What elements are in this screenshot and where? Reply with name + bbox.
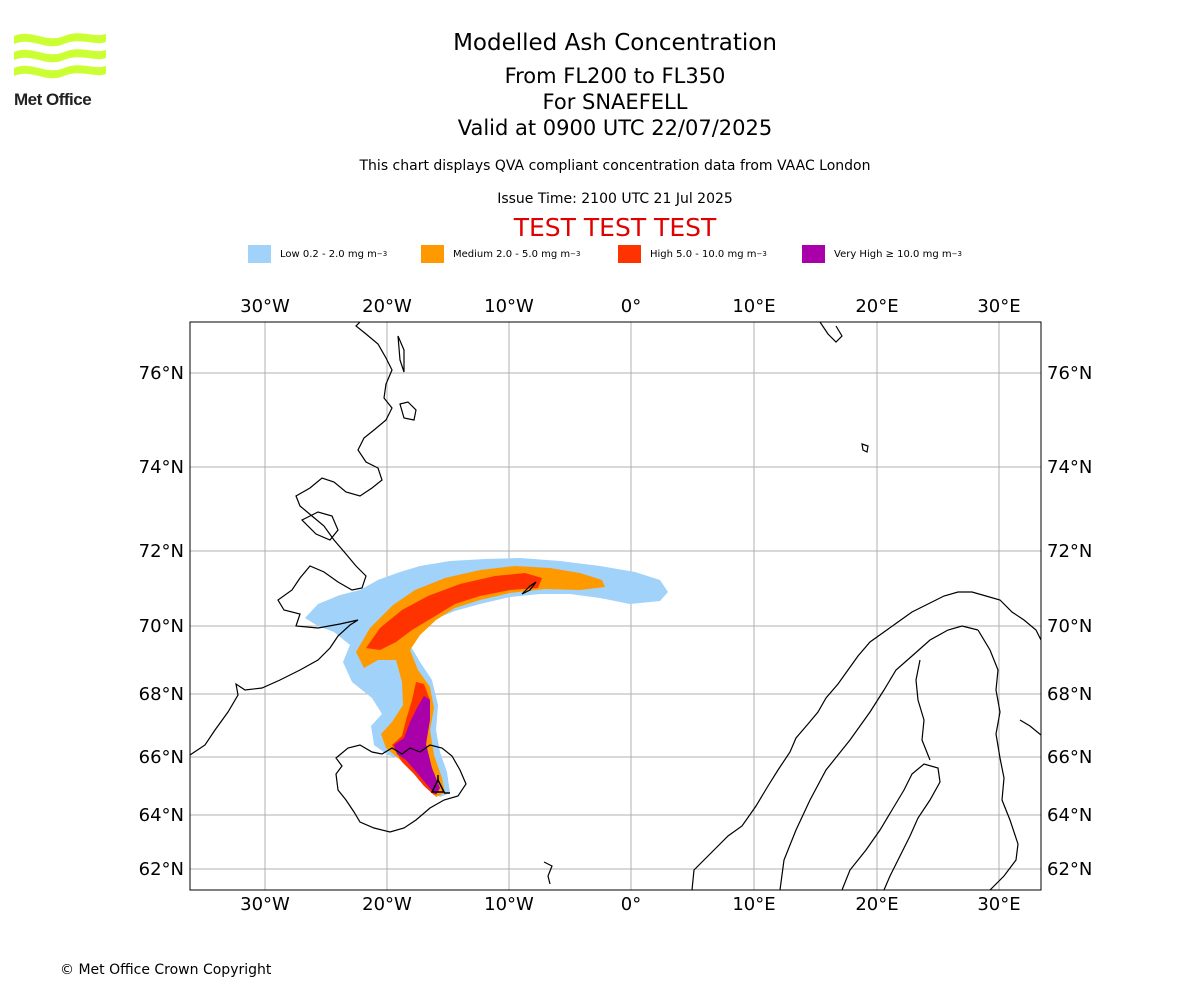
lat-label-left: 62°N [139, 859, 184, 880]
lon-label-top: 30°W [240, 296, 290, 317]
ash-very-high-region [394, 696, 440, 795]
lon-labels-bottom: 30°W 20°W 10°W 0° 10°E 20°E 30°E [240, 894, 1020, 915]
lat-labels-left: 76°N 74°N 72°N 70°N 68°N 66°N 64°N 62°N [139, 363, 184, 880]
lat-label-right: 72°N [1047, 541, 1092, 562]
legend-exp-very-high: −3 [951, 250, 962, 258]
lat-label-right: 64°N [1047, 805, 1092, 826]
border-finland-russia [915, 659, 931, 761]
coast-faroe [543, 861, 553, 885]
flight-level-range: From FL200 to FL350 [504, 64, 726, 88]
lat-label-left: 68°N [139, 684, 184, 705]
coastlines [190, 322, 1041, 890]
legend-item-low: Low 0.2 - 2.0 mg m −3 [248, 244, 387, 264]
coast-greenland-fjord [300, 511, 339, 541]
legend-swatch-medium [421, 245, 444, 263]
coast-gulf-of-bothnia [841, 763, 941, 890]
chart-title: Modelled Ash Concentration [453, 30, 777, 56]
legend-swatch-low [248, 245, 271, 263]
coast-jan-mayen [521, 581, 537, 595]
coast-kola [1019, 719, 1041, 736]
lat-label-left: 74°N [139, 457, 184, 478]
lat-label-left: 64°N [139, 805, 184, 826]
coast-greenland [190, 322, 393, 756]
lon-labels-top: 30°W 20°W 10°W 0° 10°E 20°E 30°E [240, 296, 1020, 317]
legend-swatch-very-high [802, 245, 825, 263]
lat-label-right: 62°N [1047, 859, 1092, 880]
test-banner: TEST TEST TEST [513, 213, 717, 242]
lat-label-left: 76°N [139, 363, 184, 384]
lat-label-right: 74°N [1047, 457, 1092, 478]
legend-exp-low: −3 [376, 250, 388, 258]
legend-item-high: High 5.0 - 10.0 mg m −3 [618, 244, 767, 264]
legend-swatch-high [618, 245, 641, 263]
map-frame [189, 321, 1042, 891]
volcano-name: For SNAEFELL [542, 90, 688, 114]
border-sweden-finland [977, 629, 1019, 890]
coast-bear-island [861, 443, 869, 453]
lon-label-top: 10°W [484, 296, 534, 317]
legend-exp-medium: −3 [570, 250, 581, 258]
ash-high-region [366, 573, 542, 650]
lon-label-bottom: 20°W [362, 894, 412, 915]
lat-label-left: 70°N [139, 616, 184, 637]
lon-label-top: 10°E [732, 296, 775, 317]
lat-label-right: 70°N [1047, 616, 1092, 637]
lon-label-bottom: 10°E [732, 894, 775, 915]
copyright-notice: © Met Office Crown Copyright [60, 962, 272, 978]
coast-greenland-island [399, 401, 417, 421]
coast-svalbard [819, 322, 843, 343]
coast-greenland-inlet [397, 335, 405, 373]
valid-time: Valid at 0900 UTC 22/07/2025 [457, 116, 773, 140]
lon-label-top: 20°W [362, 296, 412, 317]
legend-label-high: High 5.0 - 10.0 mg m [650, 248, 757, 260]
lat-label-right: 68°N [1047, 684, 1092, 705]
lat-labels-right: 76°N 74°N 72°N 70°N 68°N 66°N 64°N 62°N [1047, 363, 1092, 880]
lon-label-bottom: 20°E [855, 894, 898, 915]
lon-label-bottom: 0° [621, 894, 641, 915]
lon-label-bottom: 30°W [240, 894, 290, 915]
lon-label-bottom: 30°E [977, 894, 1020, 915]
coast-norway [691, 591, 1041, 890]
issue-time: Issue Time: 2100 UTC 21 Jul 2025 [497, 191, 733, 207]
lon-label-bottom: 10°W [484, 894, 534, 915]
met-office-logo: Met Office [14, 30, 108, 112]
legend-label-low: Low 0.2 - 2.0 mg m [280, 248, 377, 260]
lat-label-left: 66°N [139, 747, 184, 768]
lat-label-right: 76°N [1047, 363, 1092, 384]
lat-label-right: 66°N [1047, 747, 1092, 768]
compliance-note: This chart displays QVA compliant concen… [359, 158, 871, 174]
lon-label-top: 30°E [977, 296, 1020, 317]
logo-text: Met Office [14, 90, 92, 109]
lat-label-left: 72°N [139, 541, 184, 562]
legend-item-medium: Medium 2.0 - 5.0 mg m −3 [421, 244, 580, 264]
legend-exp-high: −3 [756, 250, 767, 258]
volcano-triangle-icon [430, 775, 450, 794]
coast-iceland [335, 744, 467, 833]
border-norway-sweden [779, 625, 979, 890]
legend-label-medium: Medium 2.0 - 5.0 mg m [453, 248, 571, 260]
lon-label-top: 20°E [855, 296, 898, 317]
met-office-wave-icon [14, 33, 106, 79]
legend-item-very-high: Very High ≥ 10.0 mg m −3 [802, 244, 962, 264]
lon-label-top: 0° [621, 296, 641, 317]
legend-label-very-high: Very High ≥ 10.0 mg m [834, 248, 952, 260]
